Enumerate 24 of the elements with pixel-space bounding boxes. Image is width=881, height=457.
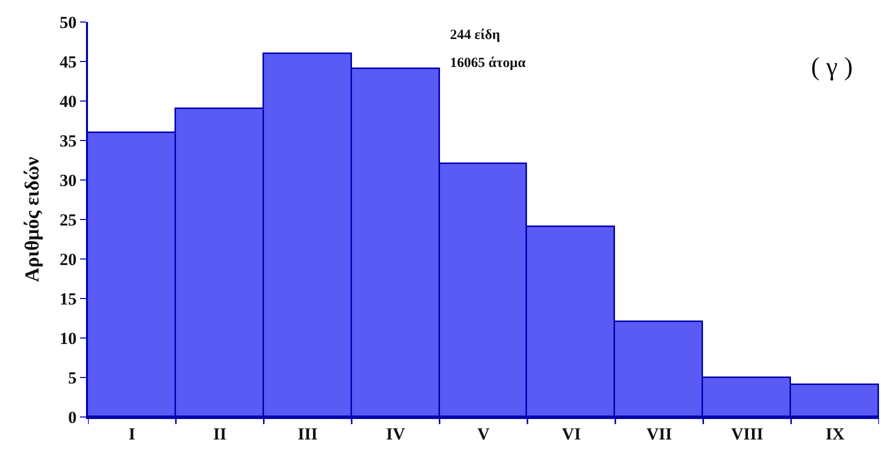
annotation: 16065 άτομα bbox=[450, 56, 526, 71]
x-tick-label: I bbox=[128, 424, 136, 444]
y-tick-label: 25 bbox=[60, 210, 77, 230]
x-tick-label: V bbox=[477, 424, 490, 444]
annotation: ( γ ) bbox=[811, 52, 853, 81]
y-tick-label: 5 bbox=[68, 368, 77, 388]
x-tick-label: II bbox=[213, 424, 227, 444]
x-tick-label: IX bbox=[826, 424, 846, 444]
x-tick-label: VII bbox=[646, 424, 672, 444]
y-tick-label: 10 bbox=[60, 328, 77, 348]
y-tick-label: 40 bbox=[60, 92, 77, 111]
y-tick-label: 30 bbox=[60, 170, 77, 190]
y-tick-label: 50 bbox=[60, 12, 77, 32]
y-tick-label: 20 bbox=[60, 250, 77, 269]
x-tick-label: VIII bbox=[731, 424, 764, 444]
y-tick-label: 15 bbox=[60, 289, 77, 308]
y-tick-label: 35 bbox=[60, 131, 77, 150]
y-tick-label: 0 bbox=[68, 408, 77, 427]
annotation: 244 είδη bbox=[450, 28, 500, 43]
y-tick-label: 45 bbox=[60, 52, 77, 72]
x-tick-label: III bbox=[298, 424, 318, 444]
y-axis-title: Αριθμός ειδών bbox=[22, 156, 44, 282]
x-tick-label: IV bbox=[386, 424, 406, 444]
x-tick-label: VI bbox=[562, 424, 582, 444]
